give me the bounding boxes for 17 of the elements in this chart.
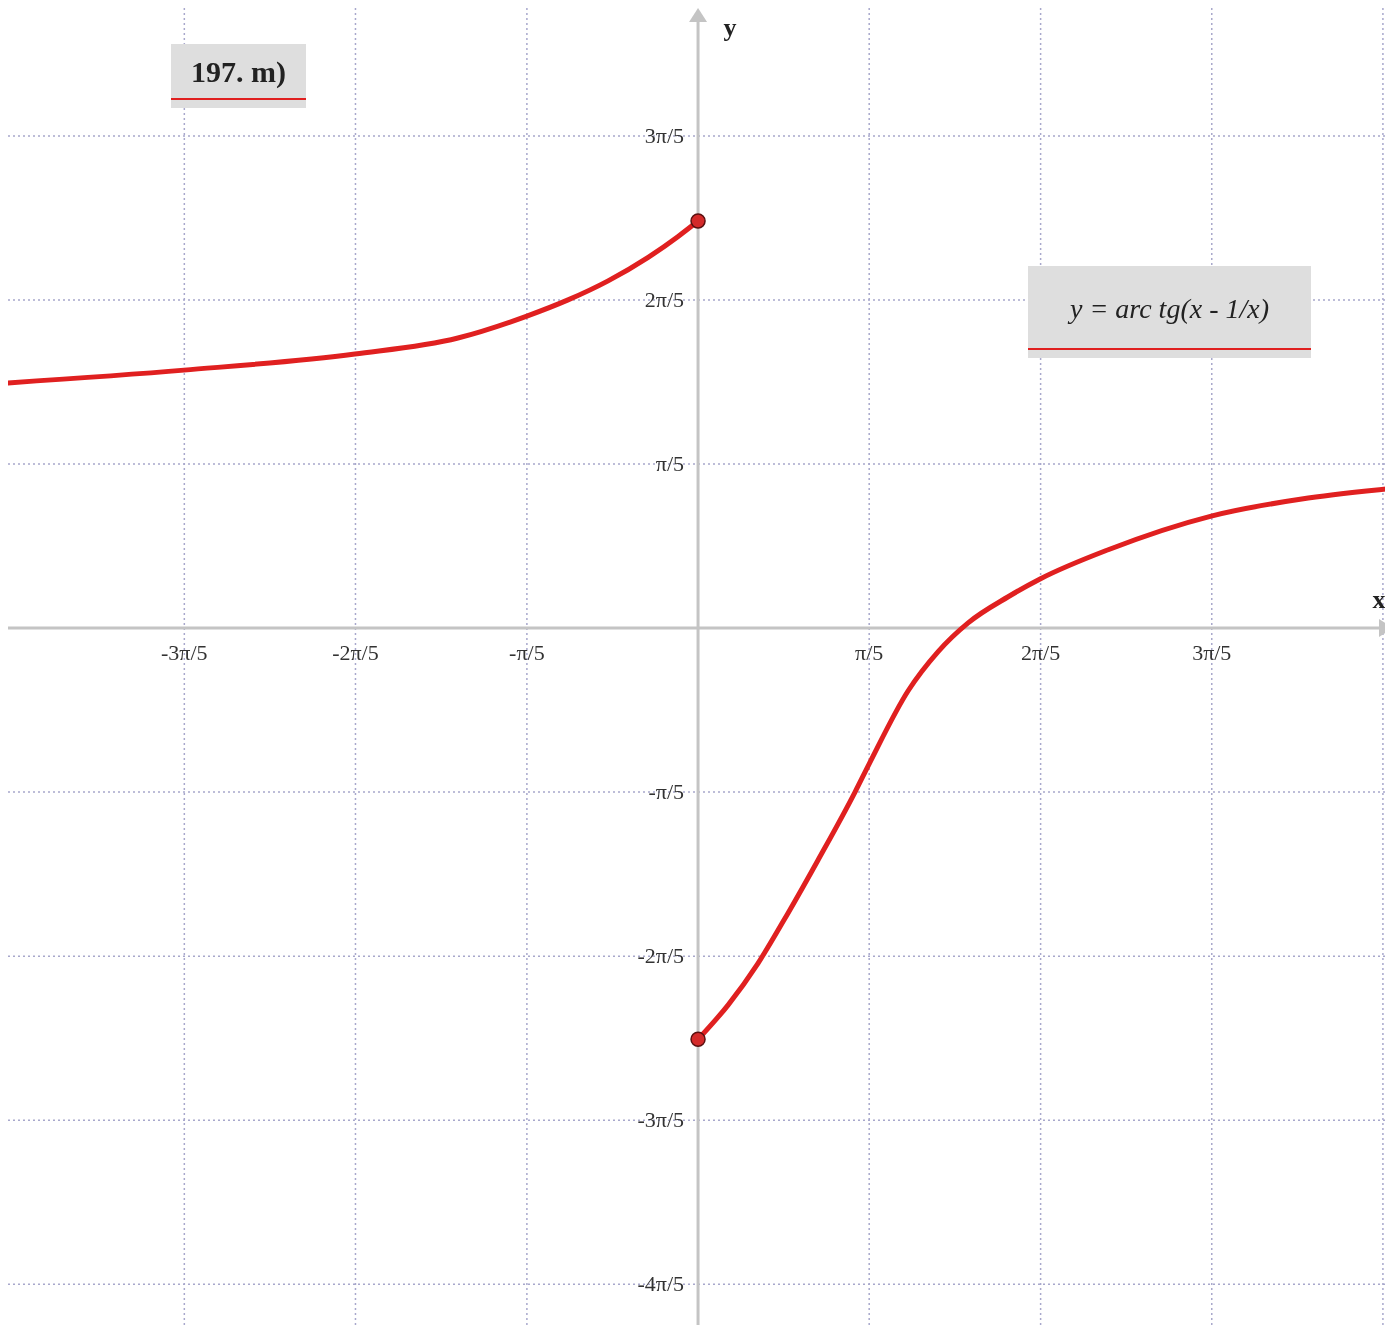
y-tick-label: -2π/5 xyxy=(637,943,685,969)
x-axis-title: x xyxy=(1372,585,1385,615)
annotation: 197. m) xyxy=(191,55,286,89)
y-tick-label: -3π/5 xyxy=(637,1107,685,1133)
x-tick-label: 3π/5 xyxy=(1192,640,1232,666)
y-tick-label: 3π/5 xyxy=(644,122,685,148)
x-tick-label: π/5 xyxy=(855,640,884,666)
y-tick-label: -4π/5 xyxy=(637,1271,685,1297)
x-tick-label: 2π/5 xyxy=(1021,640,1061,666)
y-tick-label: 2π/5 xyxy=(644,286,685,312)
y-axis-title: y xyxy=(723,13,737,42)
annotation: y = arc tg(x - 1/x) xyxy=(1067,293,1269,324)
x-tick-label: -3π/5 xyxy=(161,640,208,666)
x-tick-label: -π/5 xyxy=(509,640,545,666)
y-tick-label: -π/5 xyxy=(648,779,685,805)
y-tick-label: π/5 xyxy=(655,451,685,477)
x-tick-label: -2π/5 xyxy=(332,640,379,666)
